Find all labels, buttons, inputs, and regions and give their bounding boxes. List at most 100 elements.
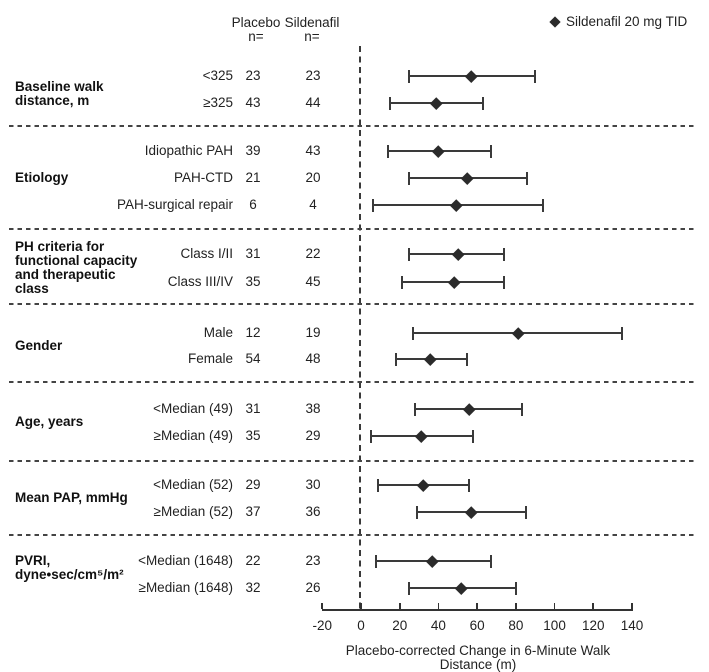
subgroup-label: ≥325 xyxy=(203,95,233,110)
x-axis-tick xyxy=(592,603,595,609)
estimate-diamond xyxy=(430,96,443,110)
estimate-diamond xyxy=(414,429,428,443)
sildenafil-n-value: 30 xyxy=(305,477,321,492)
x-axis-tick xyxy=(515,603,517,609)
placebo-n-value: 12 xyxy=(245,325,261,340)
x-axis-tick-label: -20 xyxy=(312,618,333,633)
placebo-n-value: 39 xyxy=(245,143,261,158)
sildenafil-n-value: 43 xyxy=(305,143,321,158)
zero-reference-line xyxy=(359,46,361,609)
sildenafil-n-value: 22 xyxy=(305,246,321,261)
sildenafil-n-value: 26 xyxy=(305,580,321,595)
sildenafil-n-value: 23 xyxy=(305,68,321,83)
estimate-diamond xyxy=(424,352,437,366)
ci-lower-cap xyxy=(387,144,390,158)
sildenafil-n-value: 23 xyxy=(305,553,321,568)
ci-lower-cap xyxy=(394,352,397,366)
sildenafil-n-value: 38 xyxy=(305,401,321,416)
x-axis-tick xyxy=(321,603,324,609)
placebo-n-value: 23 xyxy=(245,68,261,83)
ci-lower-cap xyxy=(414,402,417,416)
ci-upper-cap xyxy=(503,275,506,289)
estimate-diamond xyxy=(449,198,462,212)
section-divider xyxy=(9,381,697,383)
ci-lower-cap xyxy=(416,505,419,519)
estimate-diamond xyxy=(432,144,445,158)
ci-lower-cap xyxy=(375,554,378,568)
subgroup-label: PAH-surgical repair xyxy=(116,197,233,212)
x-axis-title: Placebo-corrected Change in 6-Minute Wal… xyxy=(345,643,611,672)
ci-lower-cap xyxy=(412,326,415,340)
x-axis-tick xyxy=(360,603,362,609)
sildenafil-n-value: 19 xyxy=(305,325,321,340)
group-label: Mean PAP, mmHg xyxy=(15,490,128,505)
column-header-placebo: Placebo n= xyxy=(231,15,281,44)
section-divider xyxy=(9,228,697,230)
section-divider xyxy=(9,460,697,462)
ci-lower-cap xyxy=(369,429,372,443)
ci-upper-cap xyxy=(524,505,527,519)
placebo-n-value: 29 xyxy=(245,477,261,492)
subgroup-label: <325 xyxy=(202,68,233,83)
sildenafil-n-value: 4 xyxy=(309,197,317,212)
legend: Sildenafil 20 mg TID xyxy=(549,14,688,29)
x-axis-tick-label: 80 xyxy=(508,618,524,633)
x-axis-tick-label: 60 xyxy=(469,618,485,633)
subgroup-label: <Median (1648) xyxy=(138,553,233,568)
x-axis-tick-label: 140 xyxy=(620,618,644,633)
estimate-diamond xyxy=(463,402,476,416)
placebo-n-value: 43 xyxy=(245,95,261,110)
subgroup-label: ≥Median (1648) xyxy=(138,580,233,595)
ci-upper-cap xyxy=(472,429,475,443)
ci-lower-cap xyxy=(408,171,411,185)
ci-lower-cap xyxy=(408,69,411,83)
subgroup-label: <Median (52) xyxy=(153,477,233,492)
x-axis-tick xyxy=(437,603,440,609)
subgroup-label: Male xyxy=(203,325,233,340)
subgroup-label: ≥Median (49) xyxy=(153,428,233,443)
estimate-diamond xyxy=(455,581,468,595)
x-axis-line xyxy=(322,609,633,611)
x-axis-tick xyxy=(476,603,478,609)
placebo-n-value: 37 xyxy=(245,504,261,519)
ci-lower-cap xyxy=(408,247,411,261)
estimate-diamond xyxy=(451,247,464,261)
ci-upper-cap xyxy=(541,198,544,212)
ci-upper-cap xyxy=(520,402,523,416)
ci-upper-cap xyxy=(526,171,529,185)
placebo-n-value: 31 xyxy=(245,401,261,416)
group-label: Baseline walk distance, m xyxy=(15,79,104,108)
ci-lower-cap xyxy=(408,581,411,595)
group-label: Gender xyxy=(15,338,63,353)
estimate-diamond xyxy=(465,69,478,83)
ci-upper-cap xyxy=(503,247,506,261)
x-axis-tick xyxy=(631,603,633,609)
subgroup-label: Class I/II xyxy=(180,246,233,261)
estimate-diamond xyxy=(416,478,429,492)
legend-label: Sildenafil 20 mg TID xyxy=(566,14,688,29)
estimate-diamond xyxy=(447,275,460,289)
placebo-n-value: 35 xyxy=(245,428,261,443)
sildenafil-n-value: 45 xyxy=(305,274,321,289)
placebo-n-value: 54 xyxy=(245,351,261,366)
ci-upper-cap xyxy=(514,581,517,595)
ci-upper-cap xyxy=(534,69,537,83)
subgroup-label: Idiopathic PAH xyxy=(144,143,233,158)
x-axis-tick-label: 100 xyxy=(543,618,566,633)
group-label: Age, years xyxy=(15,414,84,429)
sildenafil-n-value: 20 xyxy=(305,170,321,185)
estimate-diamond xyxy=(511,326,524,340)
placebo-n-value: 35 xyxy=(245,274,261,289)
ci-lower-cap xyxy=(400,275,403,289)
estimate-diamond xyxy=(426,554,439,568)
section-divider xyxy=(9,534,697,536)
ci-lower-cap xyxy=(389,96,392,110)
sildenafil-n-value: 36 xyxy=(305,504,321,519)
x-axis-tick-label: 20 xyxy=(392,618,408,633)
group-label: PVRI, dyne•sec/cm⁵/m² xyxy=(15,553,124,582)
x-axis-tick-label: 0 xyxy=(357,618,365,633)
sildenafil-n-value: 48 xyxy=(305,351,321,366)
subgroup-label: PAH-CTD xyxy=(174,170,233,185)
estimate-diamond xyxy=(465,505,478,519)
